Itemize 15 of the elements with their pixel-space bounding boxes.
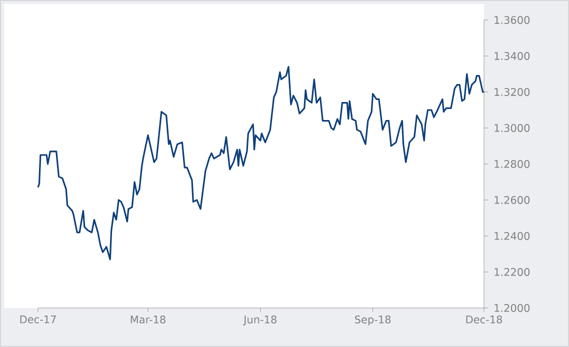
y-tick-label: 1.2000 xyxy=(494,304,530,312)
y-tick-label: 1.2400 xyxy=(494,232,530,240)
x-tick-label: Sep-18 xyxy=(355,316,391,326)
y-tick-label: 1.3600 xyxy=(494,16,530,24)
y-tick-label: 1.3400 xyxy=(494,52,530,60)
y-tick-label: 1.2200 xyxy=(494,268,530,276)
x-tick-label: Mar-18 xyxy=(130,316,166,324)
line-series xyxy=(37,66,485,260)
y-tick-label: 1.3000 xyxy=(494,124,530,132)
y-tick-label: 1.3200 xyxy=(494,88,530,96)
y-tick-label: 1.2800 xyxy=(494,160,530,168)
x-tick-label: Dec-17 xyxy=(20,316,56,324)
y-tick-label: 1.2600 xyxy=(494,196,530,204)
x-tick-label: Jun-18 xyxy=(243,316,276,326)
x-tick-label: Dec-18 xyxy=(466,316,502,324)
